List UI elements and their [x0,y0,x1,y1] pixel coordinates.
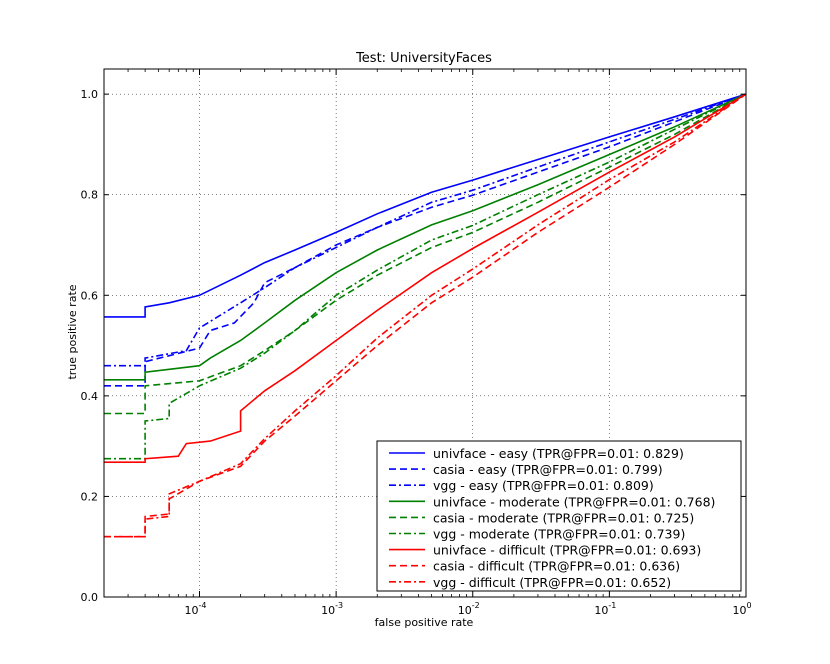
series-line-6 [104,93,747,463]
legend-label: vgg - moderate (TPR@FPR=0.01: 0.739) [433,527,685,542]
x-tick-label: 10-2 [458,601,480,617]
chart-title: Test: UniversityFaces [355,51,492,66]
series-line-5 [104,93,747,460]
x-tick-base: 10 [458,604,472,617]
x-tick-exponent: -4 [199,601,207,610]
y-tick-label: 0.6 [81,289,99,302]
series-line-3 [104,93,747,381]
series-line-2 [104,93,747,367]
axis-ticks: 0.00.20.40.60.81.010-4 10-3 10-2 10-1 100 [81,69,752,617]
series-line-8 [104,93,747,538]
legend-label: univface - moderate (TPR@FPR=0.01: 0.768… [433,494,715,509]
legend-label: casia - moderate (TPR@FPR=0.01: 0.725) [433,510,694,525]
series-lines [104,93,747,538]
x-tick-label: 10-4 [185,601,207,617]
y-tick-label: 0.0 [81,591,99,604]
y-axis-label: true positive rate [66,284,79,379]
x-tick-exponent: -2 [472,601,480,610]
y-tick-label: 1.0 [81,88,99,101]
x-axis-label: false positive rate [375,616,474,629]
series-line-1 [104,93,747,387]
legend-label: vgg - easy (TPR@FPR=0.01: 0.809) [433,478,654,493]
x-tick-label: 10-1 [594,601,616,617]
x-tick-base: 10 [321,604,335,617]
y-tick-label: 0.2 [81,490,99,503]
legend-box [376,440,742,592]
y-tick-label: 0.4 [81,390,99,403]
x-tick-exponent: 0 [746,601,751,610]
x-tick-exponent: -1 [608,601,616,610]
legend-label: univface - difficult (TPR@FPR=0.01: 0.69… [433,543,701,558]
x-tick-base: 10 [594,604,608,617]
plot-frame [103,68,747,598]
legend-label: vgg - difficult (TPR@FPR=0.01: 0.652) [433,575,671,590]
legend: univface - easy (TPR@FPR=0.01: 0.829)cas… [376,440,742,592]
legend-label: univface - easy (TPR@FPR=0.01: 0.829) [433,446,684,461]
x-tick-label: 100 [732,601,751,617]
y-tick-label: 0.8 [81,189,99,202]
x-tick-exponent: -3 [335,601,343,610]
series-line-7 [104,93,747,538]
x-tick-base: 10 [732,604,746,617]
legend-label: casia - easy (TPR@FPR=0.01: 0.799) [433,462,663,477]
x-tick-label: 10-3 [321,601,343,617]
series-line-0 [104,93,747,318]
x-tick-base: 10 [185,604,199,617]
legend-label: casia - difficult (TPR@FPR=0.01: 0.636) [433,559,680,574]
